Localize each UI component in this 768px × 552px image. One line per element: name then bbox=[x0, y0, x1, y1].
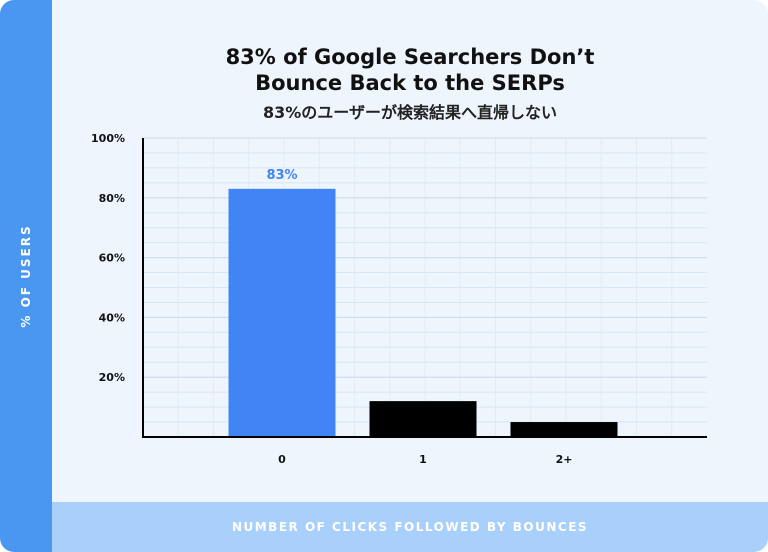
y-tick-label: 60% bbox=[99, 252, 125, 265]
x-axis-label: NUMBER OF CLICKS FOLLOWED BY BOUNCES bbox=[231, 520, 589, 534]
y-axis-band: % OF USERS bbox=[0, 0, 52, 552]
x-tick-label: 2+ bbox=[556, 453, 573, 466]
chart-title: 83% of Google Searchers Don’t Bounce Bac… bbox=[52, 44, 768, 96]
x-axis-band: NUMBER OF CLICKS FOLLOWED BY BOUNCES bbox=[52, 502, 768, 552]
bar-2+ bbox=[510, 422, 618, 437]
y-tick-label: 80% bbox=[99, 192, 125, 205]
x-tick-label: 0 bbox=[278, 453, 286, 466]
y-tick-label: 20% bbox=[99, 371, 125, 384]
y-tick-label: 40% bbox=[99, 311, 125, 324]
x-tick-label: 1 bbox=[419, 453, 427, 466]
data-label: 83% bbox=[266, 168, 297, 183]
bar-1 bbox=[369, 401, 477, 437]
y-tick-label: 100% bbox=[91, 132, 125, 145]
chart-subtitle: 83%のユーザーが検索結果へ直帰しない bbox=[263, 103, 557, 122]
bar-0 bbox=[228, 188, 336, 437]
chart-title-line-2: Bounce Back to the SERPs bbox=[255, 71, 565, 95]
chart-title-line-1: 83% of Google Searchers Don’t bbox=[225, 45, 595, 69]
